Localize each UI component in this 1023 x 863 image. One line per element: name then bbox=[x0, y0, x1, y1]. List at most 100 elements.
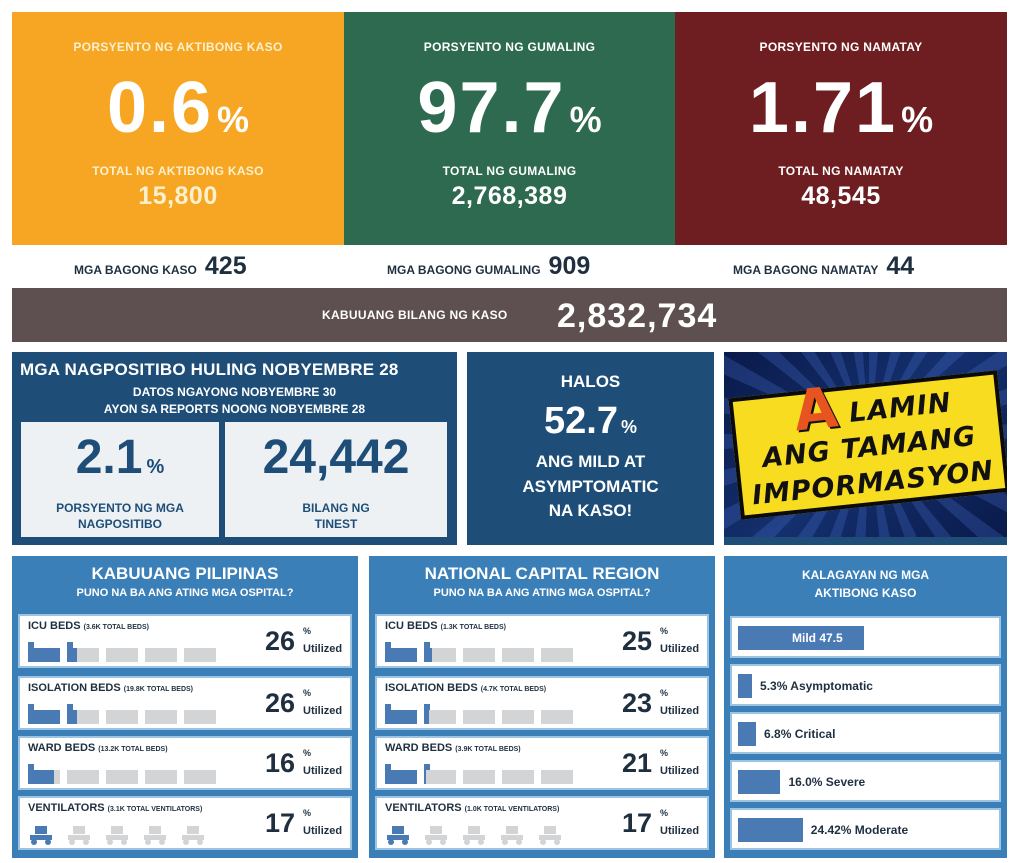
utilization-pct: 26 bbox=[265, 626, 296, 656]
status-row: 24.42% Moderate bbox=[730, 808, 1001, 850]
positivity-rate-caption: PORSYENTO NG MGA NAGPOSITIBO bbox=[56, 501, 184, 532]
utilization-pct: 16 bbox=[265, 748, 296, 778]
ncr-hospital-list: ICU BEDS (1.3K TOTAL BEDS) 25% Utilized ISO… bbox=[369, 608, 715, 858]
bed-icon bbox=[424, 642, 456, 662]
mild-description: ANG MILD AT ASYMPTOMATIC NA KASO! bbox=[522, 452, 659, 521]
deaths-total: 48,545 bbox=[801, 182, 881, 210]
bed-icon bbox=[541, 710, 573, 724]
pct-symbol: % bbox=[660, 626, 669, 636]
bed-icon bbox=[28, 764, 60, 784]
bed-icon bbox=[145, 770, 177, 784]
total-cases-value: 2,832,734 bbox=[557, 297, 718, 335]
bed-icon bbox=[385, 704, 417, 724]
status-row: 5.3% Asymptomatic bbox=[730, 664, 1001, 706]
ventilator-icon bbox=[499, 826, 525, 845]
new-deaths-label: MGA BAGONG NAMATAY bbox=[733, 263, 879, 277]
bed-icon bbox=[145, 710, 177, 724]
bed-icon bbox=[424, 704, 456, 724]
status-row: 16.0% Severe bbox=[730, 760, 1001, 802]
bed-name: ICU BEDS (1.3K TOTAL BEDS) bbox=[385, 620, 506, 632]
status-bar bbox=[738, 674, 753, 698]
ventilator-icon bbox=[180, 826, 206, 845]
new-deaths: MGA BAGONG NAMATAY 44 bbox=[733, 252, 914, 284]
bed-name: VENTILATORS (3.1K TOTAL VENTILATORS) bbox=[28, 802, 203, 814]
positivity-panel: MGA NAGPOSITIBO HULING NOBYEMBRE 28 DATO… bbox=[12, 352, 457, 545]
utilized-label: Utilized bbox=[660, 825, 700, 837]
ph-subtitle: PUNO NA BA ANG ATING MGA OSPITAL? bbox=[76, 587, 294, 599]
bed-row: VENTILATORS (3.1K TOTAL VENTILATORS) 17% U… bbox=[18, 796, 352, 850]
status-label: Mild 47.5 bbox=[792, 631, 843, 645]
bed-name: ISOLATION BEDS (19.8K TOTAL BEDS) bbox=[28, 682, 193, 694]
new-cases-label: MGA BAGONG KASO bbox=[74, 263, 197, 277]
status-row: 6.8% Critical bbox=[730, 712, 1001, 754]
bed-usage-bars bbox=[28, 702, 223, 724]
bed-icon bbox=[385, 764, 417, 784]
tested-box: 24,442 BILANG NG TINEST bbox=[225, 422, 447, 537]
total-cases-label: KABUUANG BILANG NG KASO bbox=[322, 308, 508, 322]
mild-asymptomatic-panel: HALOS 52.7% ANG MILD AT ASYMPTOMATIC NA KA… bbox=[467, 352, 714, 545]
bed-icon bbox=[184, 648, 216, 662]
pct-symbol: % bbox=[660, 808, 669, 818]
bed-icon bbox=[541, 648, 573, 662]
ph-hospital-header: KABUUANG PILIPINAS PUNO NA BA ANG ATING … bbox=[12, 556, 358, 608]
recovered-total-label: TOTAL NG GUMALING bbox=[442, 164, 577, 178]
bed-usage-bars bbox=[28, 762, 223, 784]
bed-icon bbox=[145, 648, 177, 662]
deaths-pct-label: PORSYENTO NG NAMATAY bbox=[759, 40, 923, 54]
utilization-pct: 17 bbox=[622, 808, 653, 838]
utilized-label: Utilized bbox=[660, 643, 700, 655]
bed-icon bbox=[106, 648, 138, 662]
status-label: 24.42% Moderate bbox=[810, 823, 909, 837]
bed-icon bbox=[463, 710, 495, 724]
status-bar bbox=[738, 770, 781, 794]
alamin-poster: A LAMIN ANG TAMANG IMPORMASYON bbox=[724, 352, 1007, 545]
ventilator-icons bbox=[28, 822, 223, 845]
positivity-subtitle-1: DATOS NGAYONG NOBYEMBRE 30 bbox=[132, 385, 337, 399]
bed-row: ISOLATION BEDS (19.8K TOTAL BEDS) 26% Util… bbox=[18, 676, 352, 730]
bed-name: ISOLATION BEDS (4.7K TOTAL BEDS) bbox=[385, 682, 547, 694]
recovered-pct-label: PORSYENTO NG GUMALING bbox=[423, 40, 596, 54]
ventilator-icon bbox=[385, 826, 411, 845]
utilized-label: Utilized bbox=[303, 705, 343, 717]
new-cases: MGA BAGONG KASO 425 bbox=[74, 252, 247, 284]
utilization-pct: 21 bbox=[622, 748, 653, 778]
bed-icon bbox=[385, 642, 417, 662]
pct-symbol: % bbox=[303, 688, 312, 698]
status-bar bbox=[738, 626, 864, 650]
utilization-pct: 23 bbox=[622, 688, 653, 718]
utilized-label: Utilized bbox=[303, 765, 343, 777]
ph-title: KABUUANG PILIPINAS bbox=[91, 564, 279, 583]
status-label: 16.0% Severe bbox=[788, 775, 866, 789]
bed-icon bbox=[67, 642, 99, 662]
tested-caption: BILANG NG TINEST bbox=[302, 501, 370, 532]
bed-icon bbox=[28, 642, 60, 662]
recovered-card: PORSYENTO NG GUMALING 97.7% TOTAL NG GUM… bbox=[344, 12, 675, 245]
utilized-label: Utilized bbox=[303, 643, 343, 655]
bed-icon bbox=[502, 648, 534, 662]
bed-row: WARD BEDS (13.2K TOTAL BEDS) 16% Utilized bbox=[18, 736, 352, 790]
bed-icon bbox=[541, 770, 573, 784]
ncr-title: NATIONAL CAPITAL REGION bbox=[424, 564, 660, 583]
recovered-total: 2,768,389 bbox=[451, 182, 568, 210]
recovered-pct: 97.7% bbox=[417, 68, 602, 148]
ventilator-icon bbox=[28, 826, 54, 845]
bed-name: WARD BEDS (3.9K TOTAL BEDS) bbox=[385, 742, 521, 754]
bed-usage-bars bbox=[28, 640, 223, 662]
status-label: 6.8% Critical bbox=[764, 727, 836, 741]
bed-row: ICU BEDS (3.6K TOTAL BEDS) 26% Utilized bbox=[18, 614, 352, 668]
new-recovered-value: 909 bbox=[548, 252, 591, 280]
positivity-title: MGA NAGPOSITIBO HULING NOBYEMBRE 28 bbox=[20, 360, 399, 379]
utilization-pct: 25 bbox=[622, 626, 653, 656]
bed-icon bbox=[502, 770, 534, 784]
bed-row: WARD BEDS (3.9K TOTAL BEDS) 21% Utilized bbox=[375, 736, 709, 790]
tested-count: 24,442 bbox=[262, 431, 410, 484]
pct-symbol: % bbox=[660, 688, 669, 698]
new-cases-value: 425 bbox=[204, 252, 247, 280]
status-bar bbox=[738, 722, 757, 746]
active-total: 15,800 bbox=[138, 182, 218, 210]
positivity-rate-box: 2.1% PORSYENTO NG MGA NAGPOSITIBO bbox=[21, 422, 219, 537]
bed-icon bbox=[106, 770, 138, 784]
bed-name: WARD BEDS (13.2K TOTAL BEDS) bbox=[28, 742, 168, 754]
bed-usage-bars bbox=[385, 640, 580, 662]
positivity-rate: 2.1% bbox=[75, 431, 165, 484]
